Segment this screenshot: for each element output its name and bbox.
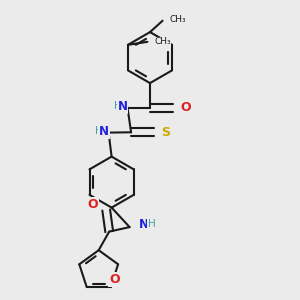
Text: CH₃: CH₃ <box>169 15 186 24</box>
Text: N: N <box>99 124 109 138</box>
Text: H: H <box>148 219 155 229</box>
Text: CH₃: CH₃ <box>154 37 171 46</box>
Text: O: O <box>87 198 98 211</box>
Text: H: H <box>114 101 122 111</box>
Text: O: O <box>180 101 190 114</box>
Text: O: O <box>109 273 120 286</box>
Text: H: H <box>95 126 103 136</box>
Text: S: S <box>161 126 170 139</box>
Text: N: N <box>118 100 128 113</box>
Text: N: N <box>139 218 148 231</box>
